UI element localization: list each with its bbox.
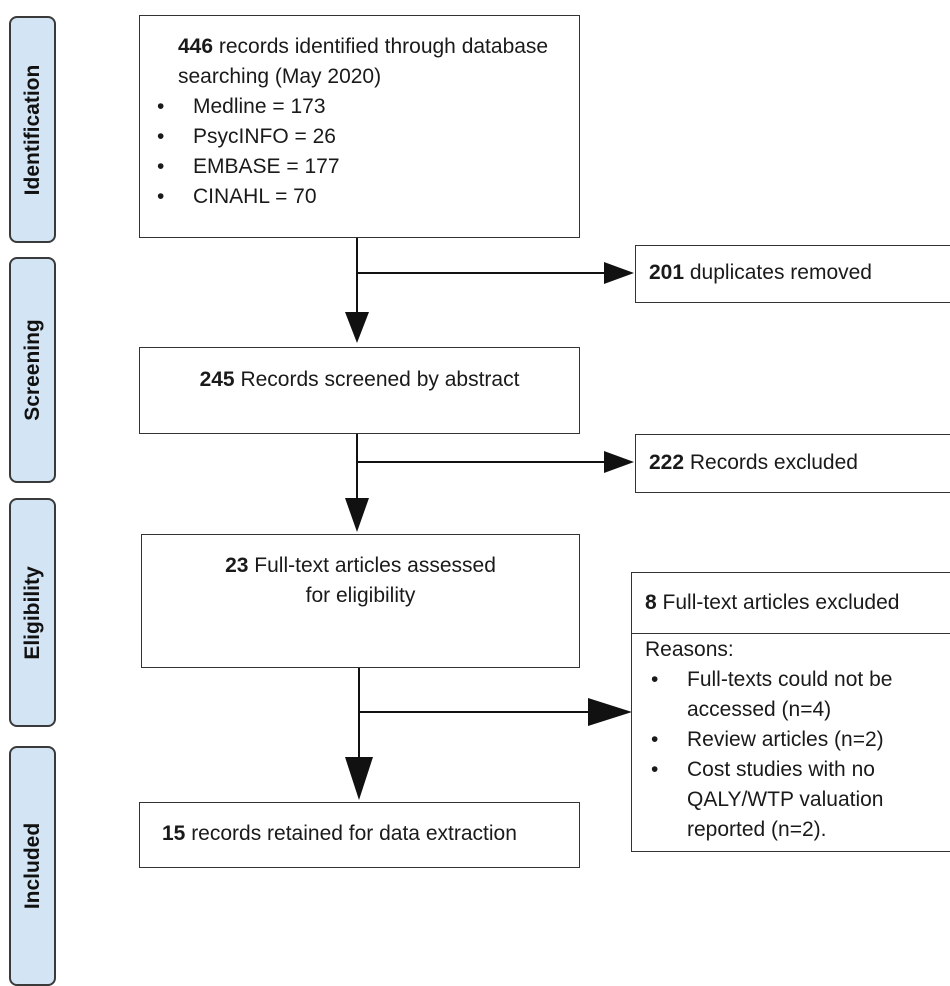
arrow-right	[604, 451, 634, 473]
included-box: 15 records retained for data extraction	[139, 802, 580, 868]
arrow-down	[345, 757, 373, 800]
list-item: Cost studies with no QALY/WTP valuation …	[651, 755, 946, 845]
arrow-right	[588, 698, 632, 726]
stage-included: Included	[9, 746, 56, 986]
stage-screening: Screening	[9, 257, 56, 483]
eligibility-count: 23	[225, 554, 249, 577]
stage-identification: Identification	[9, 16, 56, 243]
eligibility-box: 23 Full-text articles assessed for eligi…	[141, 534, 580, 668]
screening-count: 245	[199, 368, 235, 391]
fulltext-excluded-count: 8	[645, 591, 657, 614]
database-list: Medline = 173 PsycINFO = 26 EMBASE = 177…	[157, 92, 567, 212]
arrow-down	[345, 312, 369, 343]
list-item: Full-texts could not be accessed (n=4)	[651, 665, 946, 725]
list-item: Medline = 173	[157, 92, 567, 122]
included-count: 15	[162, 822, 186, 845]
list-item: PsycINFO = 26	[157, 122, 567, 152]
screen-excluded-box: 222 Records excluded	[635, 434, 950, 493]
reasons-heading: Reasons:	[645, 638, 734, 661]
fulltext-excluded-header: 8 Full-text articles excluded	[632, 573, 950, 634]
fulltext-excluded-box: 8 Full-text articles excluded Reasons: F…	[631, 572, 950, 852]
duplicates-count: 201	[649, 261, 685, 284]
list-item: CINAHL = 70	[157, 182, 567, 212]
screen-excluded-count: 222	[649, 451, 685, 474]
arrow-right	[604, 262, 634, 284]
list-item: Review articles (n=2)	[651, 725, 946, 755]
list-item: EMBASE = 177	[157, 152, 567, 182]
arrow-down	[345, 498, 369, 532]
reasons-list: Full-texts could not be accessed (n=4) R…	[645, 665, 946, 845]
screening-box: 245 Records screened by abstract	[139, 347, 580, 434]
identification-box: 446 records identified through database …	[139, 15, 580, 238]
stage-eligibility: Eligibility	[9, 498, 56, 727]
duplicates-box: 201 duplicates removed	[635, 245, 950, 303]
identification-count: 446	[178, 35, 214, 58]
identification-text: 446 records identified through database …	[178, 35, 549, 88]
